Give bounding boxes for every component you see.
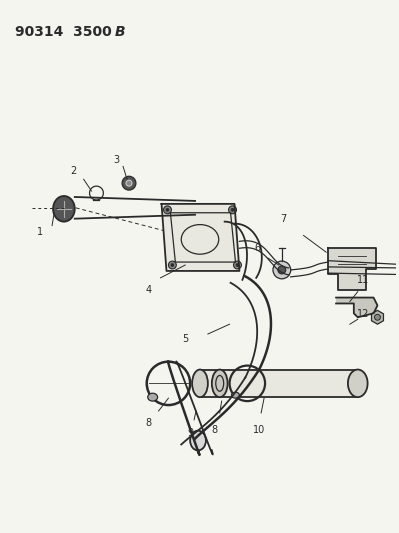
Circle shape	[273, 261, 291, 279]
Bar	[200, 369, 358, 397]
Text: 3: 3	[113, 155, 119, 165]
Text: B: B	[115, 26, 126, 39]
Text: 9: 9	[187, 427, 193, 438]
Ellipse shape	[231, 392, 239, 398]
Ellipse shape	[348, 369, 367, 397]
Text: 1: 1	[37, 228, 43, 238]
Text: 8: 8	[146, 418, 152, 428]
Circle shape	[375, 314, 380, 320]
Text: 11: 11	[357, 275, 369, 285]
Text: 8: 8	[212, 425, 218, 435]
Circle shape	[278, 266, 286, 274]
Ellipse shape	[190, 431, 206, 450]
Text: 2: 2	[71, 166, 77, 176]
Polygon shape	[162, 204, 239, 271]
Circle shape	[122, 176, 136, 190]
Text: 7: 7	[280, 214, 287, 224]
Text: 5: 5	[182, 334, 188, 344]
Text: 6: 6	[254, 243, 260, 253]
Ellipse shape	[212, 369, 227, 397]
Polygon shape	[336, 297, 377, 317]
Circle shape	[171, 263, 174, 266]
Text: 90314  3500: 90314 3500	[15, 26, 111, 39]
Circle shape	[164, 206, 172, 214]
Circle shape	[168, 261, 176, 269]
Ellipse shape	[192, 369, 208, 397]
Circle shape	[233, 261, 241, 269]
Text: 10: 10	[253, 425, 265, 435]
Circle shape	[229, 206, 237, 214]
Circle shape	[231, 208, 234, 211]
Text: 12: 12	[357, 309, 369, 319]
Circle shape	[166, 208, 169, 211]
Ellipse shape	[53, 196, 75, 222]
Polygon shape	[328, 248, 375, 289]
Ellipse shape	[148, 393, 158, 401]
Circle shape	[236, 263, 239, 266]
Circle shape	[126, 180, 132, 186]
Text: 4: 4	[146, 285, 152, 295]
